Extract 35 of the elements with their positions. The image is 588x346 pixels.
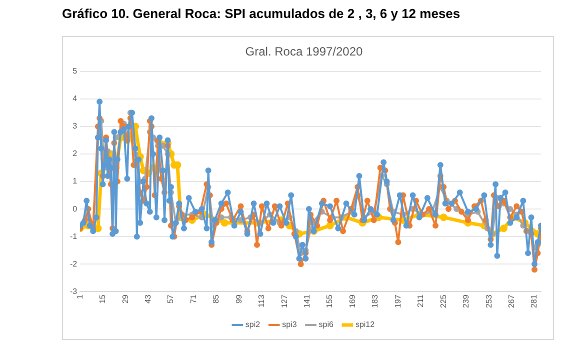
x-tick-label: 197	[393, 294, 402, 308]
x-tick-label: 71	[188, 294, 198, 304]
y-tick-label: 2	[72, 149, 78, 158]
y-tick-label: -3	[70, 286, 78, 296]
legend-label: spi12	[355, 320, 376, 330]
x-tick-label: 183	[370, 294, 380, 308]
x-tick-label: 57	[166, 294, 176, 304]
x-tick-label: 113	[257, 294, 266, 308]
x-tick-label: 29	[120, 294, 130, 304]
chart-title: Gráfico 10. General Roca: SPI acumulados de 2 , 3, 6 y 12 meses	[62, 6, 460, 21]
y-tick-label: -2	[70, 259, 78, 268]
y-tick-label: -1	[70, 232, 78, 241]
x-tick-label: 15	[98, 294, 108, 304]
x-tick-label: 85	[212, 294, 221, 304]
y-tick-label: 4	[72, 94, 78, 104]
x-tick-label: 267	[506, 294, 516, 308]
y-tick-label: 0	[72, 204, 78, 214]
x-tick-label: 169	[348, 294, 357, 308]
x-tick-label: 225	[438, 294, 448, 308]
x-tick-label: 43	[143, 294, 152, 304]
x-tick-label: 253	[484, 294, 494, 308]
legend-label: spi2	[245, 320, 261, 330]
y-tick-label: 5	[72, 66, 78, 76]
y-tick-label: 1	[72, 176, 78, 186]
x-tick-label: 239	[462, 294, 471, 308]
legend-label: spi6	[318, 320, 334, 330]
y-tick-label: 3	[72, 122, 78, 131]
chart-subtitle: Gral. Roca 1997/2020	[245, 44, 364, 59]
x-tick-label: 141	[302, 294, 312, 308]
x-tick-label: 211	[416, 294, 426, 308]
x-tick-label: 155	[325, 294, 334, 308]
x-tick-label: 281	[530, 294, 539, 308]
x-tick-label: 127	[280, 294, 289, 308]
x-tick-label: 99	[234, 294, 244, 304]
legend-label: spi3	[282, 320, 298, 330]
